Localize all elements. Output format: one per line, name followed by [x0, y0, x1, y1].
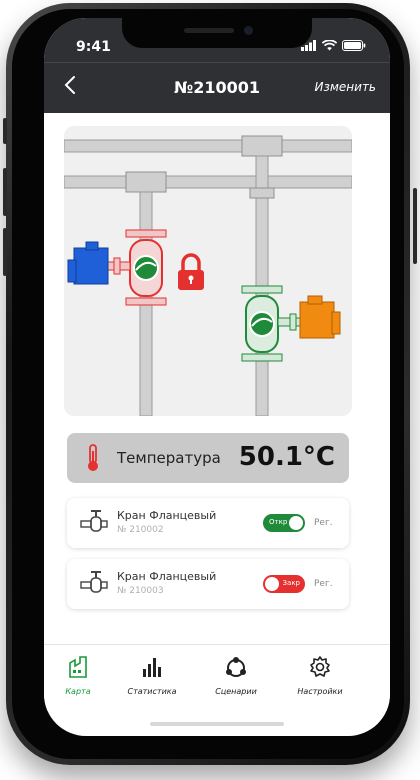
tab-label: Карта — [65, 687, 91, 696]
nav-bar: №210001 Изменить — [44, 62, 390, 113]
power-button — [413, 188, 417, 264]
gear-icon — [310, 656, 330, 677]
signal-icon — [301, 40, 316, 51]
valve-tap-icon — [80, 510, 108, 532]
toggle-label: Закр — [282, 579, 300, 587]
volume-down-button — [3, 228, 7, 276]
tab-settings[interactable]: Настройки — [280, 655, 360, 696]
tab-statistics[interactable]: Статистика — [112, 655, 192, 696]
valve-toggle-closed[interactable]: Закр — [263, 575, 305, 593]
valve-card-1[interactable]: Кран Фланцевый № 210002 Откр Рег. — [67, 498, 349, 548]
reg-link[interactable]: Рег. — [314, 579, 333, 589]
front-camera — [244, 26, 253, 35]
lock-icon — [178, 253, 204, 290]
bar-chart-icon — [143, 658, 161, 677]
temperature-label: Температура — [117, 449, 221, 467]
valve-210003-green — [241, 285, 341, 362]
valve-toggle-open[interactable]: Откр — [263, 514, 305, 532]
screen: 9:41 №210001 Изменить — [44, 18, 390, 736]
reg-link[interactable]: Рег. — [314, 518, 333, 528]
tab-bar: Карта Статистика Сценарии Настройки — [44, 644, 390, 711]
pipe-scheme-drawing — [63, 135, 353, 417]
valve-card-2[interactable]: Кран Фланцевый № 210003 Закр Рег. — [67, 559, 349, 609]
home-indicator[interactable] — [150, 722, 284, 726]
status-time: 9:41 — [76, 39, 111, 55]
pipe-scheme[interactable] — [63, 126, 353, 417]
valve-name: Кран Фланцевый — [117, 570, 217, 583]
toggle-knob — [265, 577, 279, 591]
temperature-card: Температура 50.1°C — [67, 433, 349, 483]
speaker-grille — [184, 28, 234, 33]
valve-name: Кран Фланцевый — [117, 509, 217, 522]
page-title: №210001 — [173, 78, 261, 97]
system-icons — [301, 40, 366, 51]
notch — [122, 18, 312, 48]
mute-switch — [3, 118, 7, 144]
status-bar: 9:41 — [44, 18, 390, 62]
tab-label: Статистика — [127, 687, 177, 696]
tab-label: Сценарии — [215, 687, 257, 696]
thermometer-icon — [88, 444, 98, 471]
tab-map[interactable]: Карта — [44, 655, 118, 696]
volume-up-button — [3, 168, 7, 216]
scenario-cycle-icon — [226, 657, 246, 677]
valve-tap-icon — [80, 571, 108, 593]
chevron-left-icon[interactable] — [64, 75, 76, 95]
factory-map-icon — [69, 656, 87, 678]
tab-scenarios[interactable]: Сценарии — [196, 655, 276, 696]
valve-number: № 210002 — [117, 525, 164, 535]
temperature-value: 50.1°C — [238, 442, 335, 472]
toggle-knob — [289, 516, 303, 530]
wifi-icon — [322, 40, 337, 51]
valve-210002-red-closed — [67, 229, 167, 306]
battery-icon — [342, 40, 366, 51]
tab-label: Настройки — [297, 687, 343, 696]
valve-number: № 210003 — [117, 586, 164, 596]
edit-button[interactable]: Изменить — [314, 80, 377, 94]
toggle-label: Откр — [269, 518, 288, 526]
